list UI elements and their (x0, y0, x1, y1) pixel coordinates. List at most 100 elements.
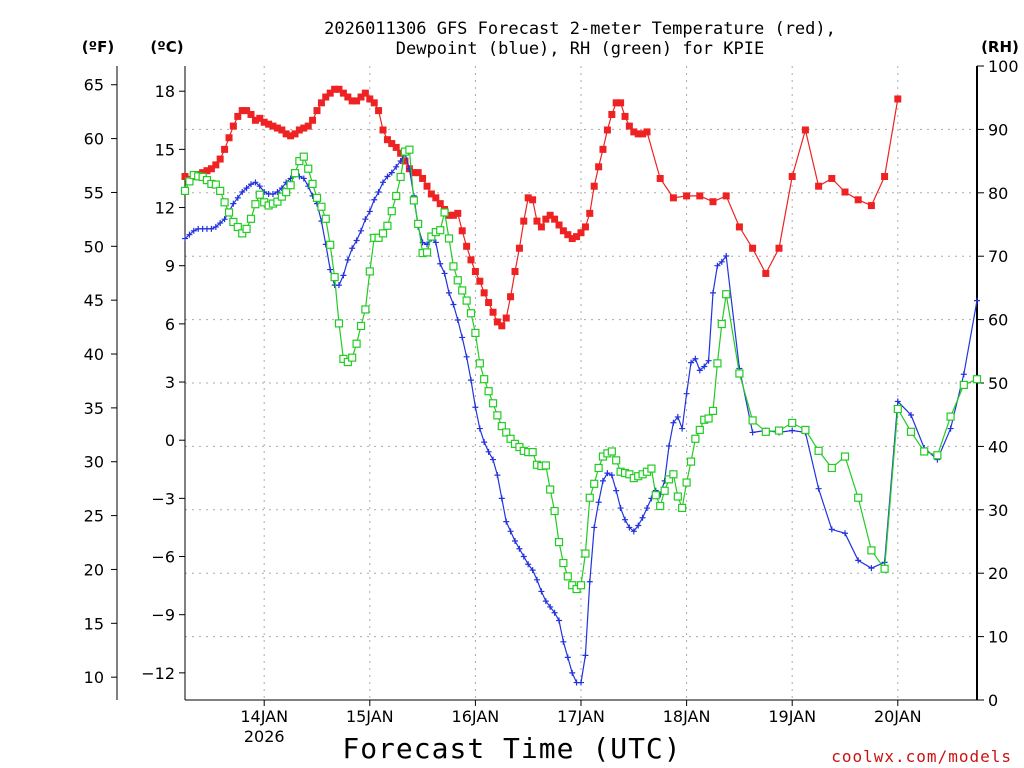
temperature-point (471, 268, 479, 276)
temperature-point (414, 169, 422, 177)
temperature-point (234, 112, 242, 120)
rh-point (414, 219, 423, 228)
rh-point (801, 425, 810, 435)
rh-point (453, 276, 462, 285)
rh-point (180, 186, 190, 195)
rh-point (502, 428, 511, 437)
dewpoint-point (868, 565, 875, 572)
temperature-point (221, 145, 229, 153)
rh-point (497, 422, 506, 431)
temperature-point (317, 99, 325, 107)
unit-label-fahrenheit: (ºF) (82, 38, 114, 56)
temperature-point (595, 163, 603, 171)
temperature-point (397, 149, 405, 157)
tick-label-f: 50 (84, 237, 104, 256)
rh-point (356, 321, 366, 331)
rh-point (224, 208, 234, 217)
rh-point (708, 406, 718, 415)
temperature-point (278, 126, 286, 134)
tick-label-rh: 90 (988, 120, 1008, 139)
tick-label-x: 16JAN (452, 707, 500, 726)
temperature-point (749, 244, 757, 252)
dewpoint-point (335, 282, 342, 289)
dewpoint-point (604, 470, 611, 477)
temperature-point (634, 130, 642, 138)
tick-label-f: 60 (84, 130, 104, 149)
temperature-point (709, 198, 717, 206)
rh-line (184, 148, 978, 590)
temperature-point (287, 132, 295, 140)
dewpoint-point (626, 524, 633, 531)
rh-point (330, 273, 339, 282)
rh-point (761, 427, 770, 436)
rh-point (312, 193, 322, 202)
dewpoint-point (353, 237, 360, 244)
temperature-point (383, 136, 391, 144)
temperature-point (463, 242, 471, 250)
rh-point (735, 369, 744, 378)
dewpoint-point (375, 189, 382, 196)
rh-point (880, 564, 889, 573)
temperature-point (304, 122, 312, 130)
temperature-point (256, 114, 264, 122)
rh-point (321, 214, 330, 223)
rh-point (669, 470, 678, 479)
rh-point (233, 222, 242, 232)
rh-point (352, 339, 361, 348)
dewpoint-point (908, 411, 914, 418)
temperature-point (199, 169, 207, 177)
dewpoint-point (274, 189, 281, 196)
tick-label-x: 20JAN (874, 707, 922, 726)
dewpoint-point (393, 163, 400, 170)
rh-point (774, 426, 784, 435)
dewpoint-point (371, 196, 378, 203)
temperature-point (432, 194, 440, 202)
temperature-point (229, 122, 237, 130)
tick-label-rh: 0 (988, 691, 998, 710)
tick-label-x: 19JAN (768, 707, 816, 726)
tick-label-f: 40 (84, 345, 104, 364)
rh-point (612, 456, 621, 465)
temperature-point (295, 126, 303, 134)
rh-point (480, 375, 489, 384)
rh-point (827, 463, 836, 473)
dewpoint-point (349, 245, 356, 252)
rh-point (678, 503, 687, 512)
dewpoint-point (551, 609, 558, 616)
tick-label-c: −9 (151, 606, 175, 625)
tick-label-rh: 60 (988, 311, 1008, 330)
dewpoint-point (485, 448, 492, 455)
dewpoint-point (358, 227, 365, 234)
tick-label-c: 9 (165, 257, 175, 276)
rh-point (286, 181, 295, 190)
tick-label-rh: 100 (988, 57, 1019, 76)
dewpoint-point (252, 179, 259, 186)
rh-point (854, 493, 863, 502)
axes (111, 65, 984, 706)
temperature-point (331, 85, 339, 93)
rh-point (334, 319, 344, 328)
chart-title-line1: 2026011306 GFS Forecast 2-meter Temperat… (324, 19, 836, 39)
dewpoint-point (547, 603, 554, 610)
temperature-point (537, 223, 545, 231)
temperature-point (423, 182, 431, 190)
rh-point (299, 152, 308, 161)
dewpoint-point (459, 334, 466, 341)
tick-label-f: 45 (84, 291, 104, 310)
temperature-point (335, 85, 343, 93)
temperature-point (493, 318, 501, 326)
dewpoint-point (520, 553, 527, 560)
dewpoint-point (472, 404, 479, 411)
rh-point (246, 214, 256, 223)
credit-link[interactable]: coolwx.com/models (831, 747, 1012, 766)
temperature-point (625, 122, 633, 130)
temperature-point (269, 122, 277, 130)
rh-point (427, 232, 436, 241)
rh-point (554, 538, 564, 547)
dewpoint-point (186, 231, 193, 238)
temperature-point (621, 112, 629, 120)
dewpoint-point (300, 175, 307, 182)
temperature-point (533, 217, 541, 225)
temperature-point (458, 227, 466, 235)
tick-label-rh: 30 (988, 501, 1008, 520)
